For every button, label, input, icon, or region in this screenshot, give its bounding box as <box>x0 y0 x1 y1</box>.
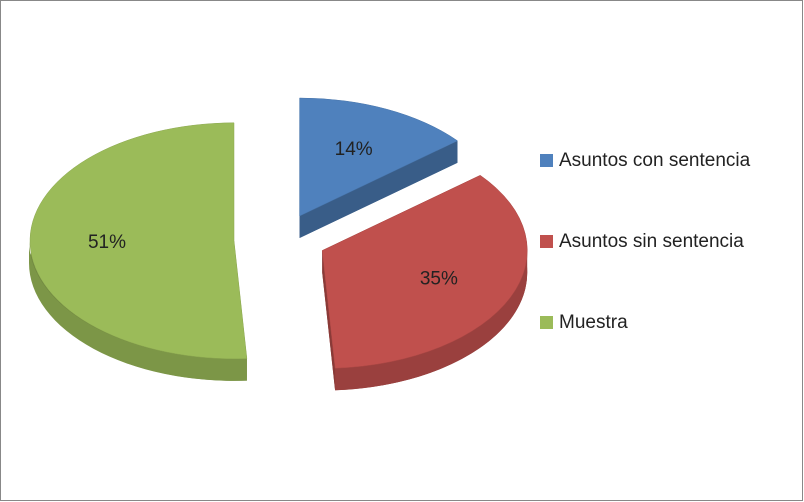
legend-label: Asuntos con sentencia <box>559 150 751 171</box>
legend-swatch <box>540 316 553 329</box>
legend-label: Asuntos sin sentencia <box>559 231 744 252</box>
legend-label: Muestra <box>559 312 628 333</box>
slice <box>321 175 528 369</box>
legend-swatch <box>540 235 553 248</box>
slice <box>29 122 248 360</box>
data-label: 51% <box>88 232 126 253</box>
slice-wall <box>28 240 247 381</box>
data-label: 14% <box>335 139 373 160</box>
slice-side <box>299 140 458 239</box>
slice <box>299 97 458 217</box>
slice-side <box>322 250 336 391</box>
slice-wall <box>335 250 528 391</box>
data-label: 35% <box>420 269 458 290</box>
legend-swatch <box>540 154 553 167</box>
